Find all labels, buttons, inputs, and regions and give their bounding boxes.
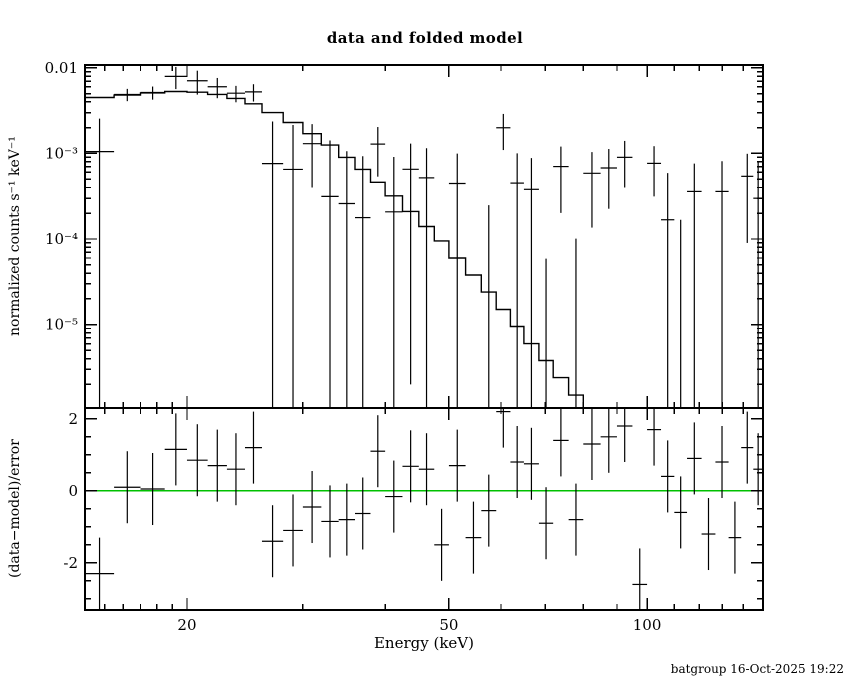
svg-text:10⁻⁴: 10⁻⁴ bbox=[45, 230, 78, 248]
svg-text:2: 2 bbox=[68, 410, 78, 428]
svg-text:-2: -2 bbox=[63, 554, 78, 572]
timestamp: batgroup 16-Oct-2025 19:22 bbox=[670, 662, 844, 676]
svg-text:0: 0 bbox=[68, 482, 78, 500]
svg-text:100: 100 bbox=[633, 616, 662, 634]
y-axis-label-bottom: (data−model)/error bbox=[7, 439, 23, 579]
svg-text:20: 20 bbox=[177, 616, 196, 634]
plot-title: data and folded model bbox=[326, 29, 524, 47]
x-axis-label: Energy (keV) bbox=[373, 634, 474, 652]
y-axis-label-top: normalized counts s⁻¹ keV⁻¹ bbox=[7, 136, 23, 337]
svg-text:50: 50 bbox=[439, 616, 458, 634]
svg-text:10⁻⁵: 10⁻⁵ bbox=[45, 316, 78, 334]
svg-text:0.01: 0.01 bbox=[45, 59, 78, 77]
svg-text:10⁻³: 10⁻³ bbox=[45, 144, 78, 162]
